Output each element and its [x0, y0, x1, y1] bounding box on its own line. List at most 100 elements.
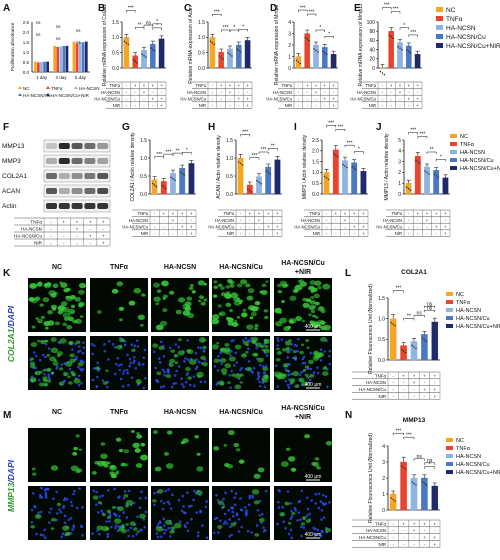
nucleus [228, 373, 232, 377]
legend-marker [18, 93, 22, 96]
green-cell [257, 357, 264, 363]
table-cell: - [408, 218, 410, 223]
nucleus [153, 491, 156, 495]
nucleus [233, 364, 236, 367]
green-cell [115, 471, 119, 475]
table-row-label: HA-NCSN [129, 218, 148, 223]
significance-label: *** [251, 153, 257, 159]
bar-3 [141, 50, 147, 69]
green-cell [291, 512, 296, 516]
nucleus [276, 344, 280, 347]
green-cell [249, 316, 254, 320]
significance-label: *** [128, 5, 134, 11]
green-cell [174, 361, 179, 365]
y-tick-label: 1.0 [112, 35, 119, 41]
significance-label: ns [56, 36, 60, 41]
green-cell [304, 365, 310, 369]
y-tick-label: 0.0 [226, 192, 233, 198]
data-point [418, 60, 421, 62]
green-cell [58, 381, 65, 386]
nucleus [56, 365, 59, 368]
y-tick-label: 2 [398, 170, 401, 176]
table-cell: - [424, 394, 426, 399]
table-cell: + [413, 373, 416, 378]
green-cell [106, 515, 112, 520]
legend-label: NC [23, 86, 30, 91]
green-cell [217, 283, 223, 287]
green-cell [57, 310, 64, 315]
nucleus [162, 385, 166, 388]
green-cell [62, 312, 71, 319]
green-cell [173, 522, 182, 529]
table-row-label: TNFα [137, 211, 148, 216]
significance-bracket [315, 29, 326, 32]
green-cell [287, 339, 292, 343]
data-point [360, 174, 363, 177]
significance-label: *** [395, 428, 401, 434]
table-row-label: HA-NCSN [301, 218, 320, 223]
significance-label: *** [242, 130, 248, 136]
green-cell [235, 448, 241, 452]
nucleus [167, 488, 170, 491]
nucleus [107, 339, 111, 343]
nucleus [123, 343, 127, 347]
y-tick-label: 1 [398, 181, 401, 187]
green-cell [46, 367, 52, 372]
nucleus [277, 500, 280, 504]
data-point [401, 48, 403, 51]
m-green-tile [90, 428, 148, 482]
nucleus [58, 508, 61, 511]
nucleus [63, 521, 67, 525]
nucleus [80, 369, 83, 372]
nucleus [284, 527, 287, 530]
green-cell [75, 318, 82, 324]
k-scale-label-bottom: 400 μm [305, 382, 322, 388]
significance-label: *** [261, 147, 267, 153]
data-point [417, 160, 419, 163]
green-cell [56, 502, 62, 507]
green-cell [67, 381, 73, 385]
table-cell: - [382, 83, 384, 88]
y-tick-label: 0.5 [23, 60, 30, 65]
green-cell [128, 300, 136, 306]
nucleus [229, 525, 232, 529]
m-group-label: HA-NCSN [164, 409, 196, 416]
nucleus [44, 342, 48, 346]
table-cell: + [444, 231, 447, 236]
y-tick-label: 0.5 [112, 50, 119, 56]
green-cell [123, 494, 129, 498]
blot-row-label: MMP13 [2, 143, 25, 150]
nucleus [284, 379, 287, 383]
table-cell: - [335, 224, 337, 229]
green-cell [315, 316, 319, 319]
green-cell [300, 343, 305, 347]
bar [59, 46, 63, 72]
y-tick-label: 0 [372, 66, 375, 72]
table-row-label: TNFα [309, 211, 320, 216]
green-cell [276, 347, 280, 351]
data-point [236, 48, 238, 50]
nucleus [170, 385, 174, 389]
table-cell: + [426, 211, 429, 216]
green-cell [63, 288, 70, 293]
nucleus [261, 365, 265, 368]
green-cell [165, 463, 174, 469]
table-cell: - [212, 83, 214, 88]
nucleus [162, 501, 166, 505]
nucleus [114, 513, 117, 517]
green-cell [118, 448, 124, 453]
green-cell [73, 446, 78, 451]
green-cell [286, 325, 291, 329]
data-point [267, 171, 270, 174]
green-cell [106, 509, 112, 514]
nucleus [61, 532, 65, 536]
nucleus [125, 516, 129, 519]
nucleus [55, 512, 59, 515]
significance-label: * [429, 462, 431, 468]
nucleus [297, 511, 301, 514]
table-cell: - [249, 231, 251, 236]
significance-bracket [267, 148, 278, 151]
nucleus [65, 497, 69, 501]
table-cell: - [143, 96, 145, 101]
y-tick-label: 0.0 [23, 70, 30, 75]
